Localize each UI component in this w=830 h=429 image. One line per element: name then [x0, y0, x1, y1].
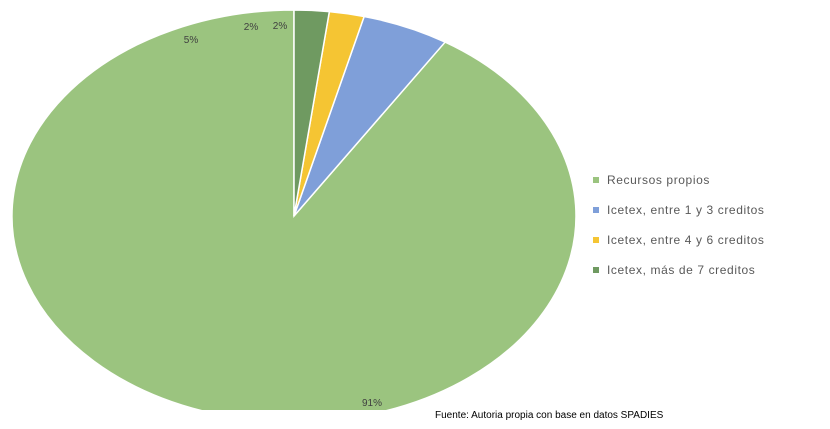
- legend: Recursos propios Icetex, entre 1 y 3 cred…: [593, 170, 765, 290]
- legend-item-1: Recursos propios: [593, 170, 765, 190]
- legend-item-2: Icetex, entre 1 y 3 creditos: [593, 200, 765, 220]
- source-note: Fuente: Autoria propia con base en datos…: [435, 410, 664, 421]
- slice-label-2: 5%: [184, 35, 199, 46]
- legend-label-4: Icetex, más de 7 creditos: [607, 263, 756, 277]
- legend-label-2: Icetex, entre 1 y 3 creditos: [607, 203, 765, 217]
- pie-data-labels: 91% 5% 2% 2%: [184, 21, 382, 409]
- legend-swatch-1: [593, 177, 599, 183]
- pie-chart-svg: 91% 5% 2% 2%: [11, 9, 577, 410]
- legend-swatch-4: [593, 267, 599, 273]
- slice-label-1: 91%: [362, 398, 382, 409]
- pie-slice-4: [293, 9, 331, 217]
- legend-item-3: Icetex, entre 4 y 6 creditos: [593, 230, 765, 250]
- legend-label-3: Icetex, entre 4 y 6 creditos: [607, 233, 765, 247]
- legend-swatch-2: [593, 207, 599, 213]
- legend-item-4: Icetex, más de 7 creditos: [593, 260, 765, 280]
- slice-label-4: 2%: [273, 21, 288, 32]
- legend-label-1: Recursos propios: [607, 173, 710, 187]
- legend-swatch-3: [593, 237, 599, 243]
- slice-label-3: 2%: [244, 22, 259, 33]
- pie-slices: [11, 9, 577, 410]
